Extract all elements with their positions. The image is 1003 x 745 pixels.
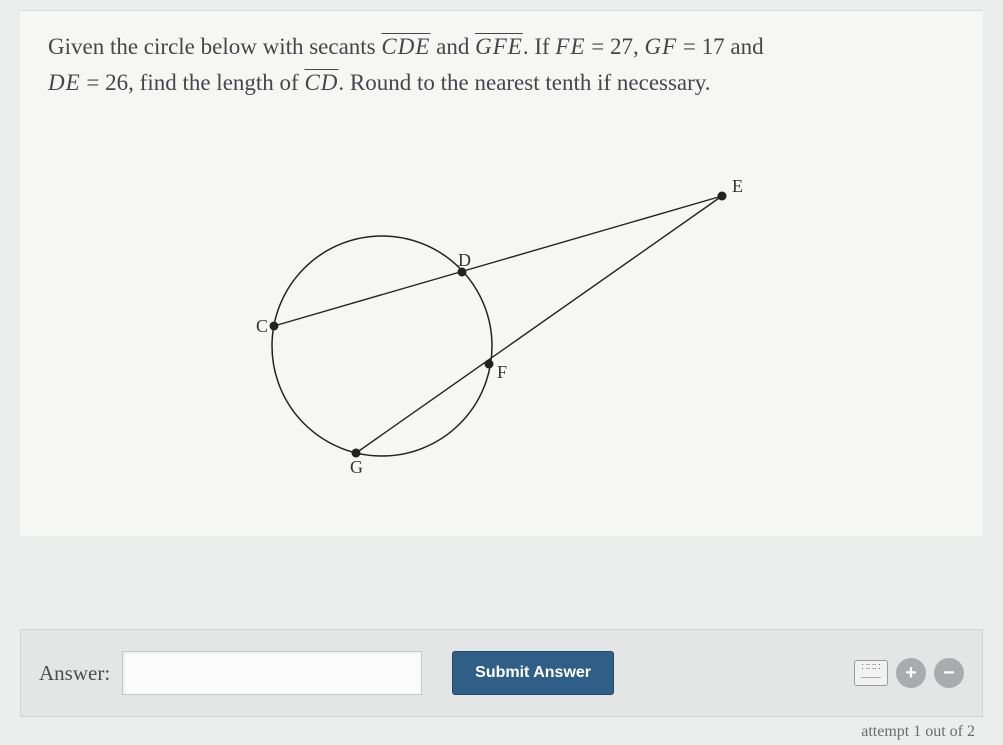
question-mid1: and [430, 34, 475, 59]
circle-diagram: C D E F G [182, 126, 822, 526]
eq3-lhs: DE [48, 70, 81, 95]
secant-1: CDE [381, 34, 430, 59]
eq2-lhs: GF [645, 34, 678, 59]
svg-text:D: D [458, 250, 471, 270]
eq1-lhs: FE [555, 34, 585, 59]
eq1-rhs: = 27, [586, 34, 645, 59]
content-card: Given the circle below with secants CDE … [20, 10, 983, 536]
question-and: and [725, 34, 764, 59]
diagram-wrap: C D E F G [48, 126, 955, 526]
page: Given the circle below with secants CDE … [0, 0, 1003, 745]
answer-input[interactable] [122, 651, 422, 695]
right-tools: ∷∷∷ —— + − [854, 658, 964, 688]
segment-cd: CD [304, 70, 338, 95]
question-tail1: , find the length of [128, 70, 304, 95]
eq3-rhs: = 26 [81, 70, 128, 95]
question-prefix: Given the circle below with secants [48, 34, 381, 59]
svg-text:C: C [256, 316, 268, 336]
answer-bar: Answer: Submit Answer ∷∷∷ —— + − [20, 629, 983, 717]
question-tail2: . Round to the nearest tenth if necessar… [338, 70, 710, 95]
secant-2: GFE [475, 34, 523, 59]
keyboard-icon[interactable]: ∷∷∷ —— [854, 660, 888, 686]
eq2-rhs: = 17 [677, 34, 724, 59]
attempt-counter: attempt 1 out of 2 [861, 723, 975, 741]
answer-label: Answer: [39, 661, 110, 686]
question-mid2: . If [523, 34, 556, 59]
question-text: Given the circle below with secants CDE … [48, 29, 955, 100]
svg-text:G: G [350, 457, 363, 477]
zoom-in-button[interactable]: + [896, 658, 926, 688]
svg-text:E: E [732, 176, 743, 196]
submit-button[interactable]: Submit Answer [452, 651, 614, 695]
svg-text:F: F [497, 362, 507, 382]
zoom-out-button[interactable]: − [934, 658, 964, 688]
